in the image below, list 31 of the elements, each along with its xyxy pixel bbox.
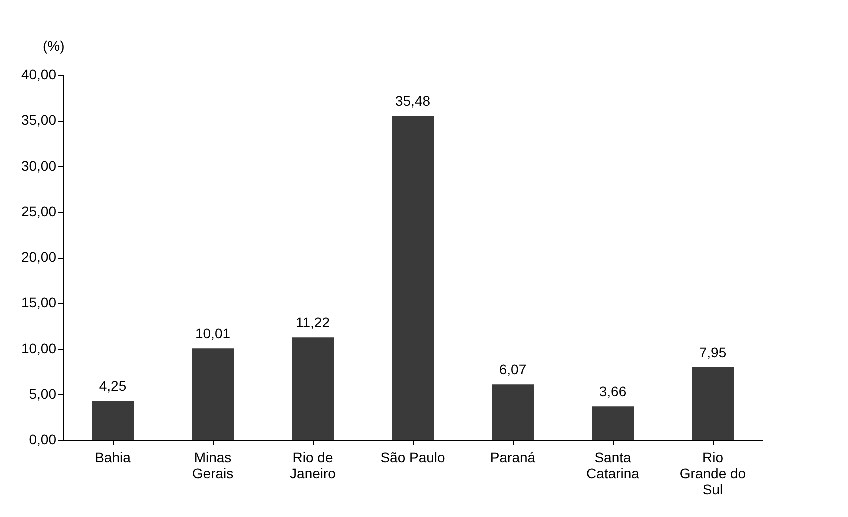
y-tick-label: 15,00 xyxy=(21,294,57,311)
y-tick-label: 40,00 xyxy=(21,66,57,82)
y-tick-label: 25,00 xyxy=(21,203,57,220)
x-tick-label: Santa Catarina xyxy=(586,450,640,482)
data-label: 3,66 xyxy=(599,384,627,400)
data-label: 10,01 xyxy=(195,326,231,342)
y-tick-label: 5,00 xyxy=(29,386,57,402)
x-tick-label: Bahia xyxy=(95,450,132,466)
y-tick-label: 20,00 xyxy=(21,249,57,265)
x-tick-label: Rio Grande do Sul xyxy=(680,450,746,498)
data-label: 6,07 xyxy=(499,362,527,378)
y-tick-label: 35,00 xyxy=(21,112,57,128)
x-tick-label: Paraná xyxy=(490,450,536,466)
data-label: 35,48 xyxy=(395,93,431,110)
data-label: 4,25 xyxy=(99,378,127,394)
y-tick-label: 0,00 xyxy=(29,432,57,448)
bar xyxy=(592,406,634,440)
bar xyxy=(392,116,434,440)
y-tick-label: 30,00 xyxy=(21,158,57,174)
bar xyxy=(292,338,334,440)
data-label: 11,22 xyxy=(296,314,330,331)
x-tick-label: Rio de Janeiro xyxy=(290,450,336,482)
bar xyxy=(92,401,134,440)
data-label: 7,95 xyxy=(699,344,727,360)
bar xyxy=(192,348,234,440)
bar xyxy=(492,384,534,440)
y-axis-title: (%) xyxy=(43,38,65,54)
x-tick-label: São Paulo xyxy=(380,450,446,466)
bar xyxy=(692,367,734,440)
y-tick-label: 10,00 xyxy=(21,340,57,356)
x-tick-label: Minas Gerais xyxy=(192,450,234,482)
